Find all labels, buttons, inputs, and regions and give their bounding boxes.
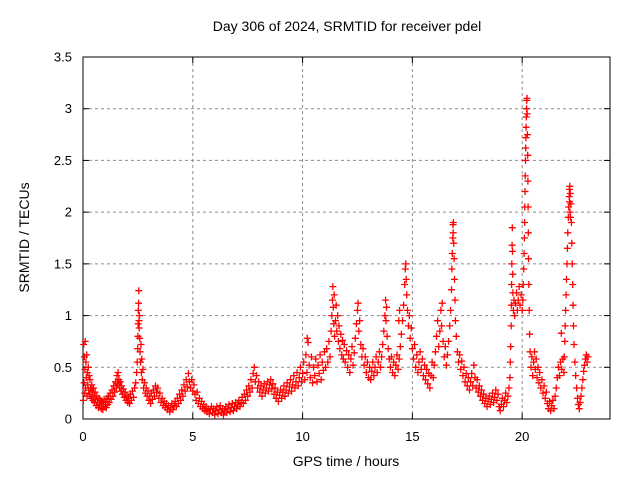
y-tick-label: 3 <box>65 101 72 116</box>
y-tick-label: 0.5 <box>54 360 72 375</box>
x-axis-label: GPS time / hours <box>293 453 400 469</box>
x-tick-label: 10 <box>295 429 309 444</box>
x-tick-label: 0 <box>79 429 86 444</box>
x-tick-label: 5 <box>189 429 196 444</box>
scatter-points <box>79 94 592 419</box>
scatter-points-layer <box>79 94 592 419</box>
y-tick-label: 1 <box>65 308 72 323</box>
x-tick-label: 20 <box>515 429 529 444</box>
axis-ticks <box>82 56 610 420</box>
x-tick-label: 15 <box>405 429 419 444</box>
tick-labels: 0 5 10 15 20 0 0.5 1 1.5 2 2.5 3 3.5 <box>54 50 529 445</box>
y-tick-label: 1.5 <box>54 256 72 271</box>
plot-border <box>82 56 611 420</box>
plot-frame <box>82 56 611 420</box>
y-axis-label: SRMTID / TECUs <box>16 182 32 292</box>
y-tick-label: 2.5 <box>54 153 72 168</box>
y-tick-label: 3.5 <box>54 50 72 65</box>
y-tick-label: 2 <box>65 205 72 220</box>
chart-title: Day 306 of 2024, SRMTID for receiver pde… <box>213 18 481 34</box>
y-tick-label: 0 <box>65 412 72 427</box>
